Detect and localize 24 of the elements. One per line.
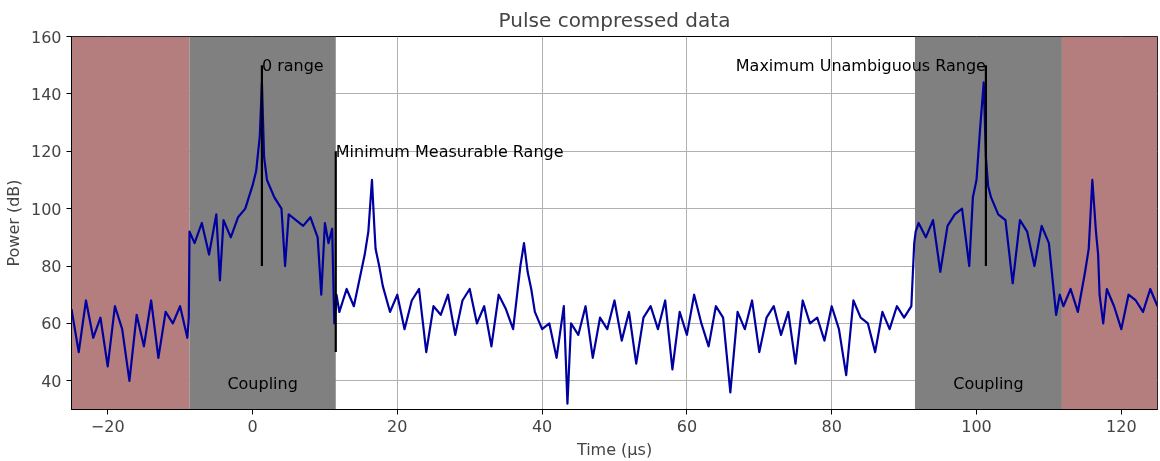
y-tick-label: 160 bbox=[30, 27, 62, 47]
line-series bbox=[71, 81, 1158, 405]
x-axis-title: Time (μs) bbox=[575, 439, 653, 459]
annotation: Maximum Unambiguous Range bbox=[735, 55, 986, 75]
x-tick-label: 60 bbox=[676, 416, 698, 436]
x-tick-label: −20 bbox=[90, 416, 125, 436]
x-tick-label: 0 bbox=[247, 416, 258, 436]
x-tick-label: 80 bbox=[821, 416, 842, 436]
chart-title: Pulse compressed data bbox=[498, 7, 731, 32]
y-tick-label: 140 bbox=[30, 84, 62, 104]
y-axis-title: Power (dB) bbox=[3, 179, 23, 267]
band-label: Coupling bbox=[227, 374, 298, 393]
band-label: Coupling bbox=[953, 374, 1024, 393]
x-tick-label: 20 bbox=[387, 416, 408, 436]
y-tick-label: 80 bbox=[41, 257, 62, 277]
y-tick-label: 60 bbox=[41, 314, 62, 334]
y-tick-label: 40 bbox=[41, 371, 62, 391]
x-tick-label: 120 bbox=[1106, 416, 1137, 436]
y-tick-label: 100 bbox=[30, 199, 62, 219]
annotation: 0 range bbox=[261, 55, 324, 75]
y-tick-label: 120 bbox=[30, 142, 62, 162]
x-tick-label: 40 bbox=[531, 416, 553, 436]
annotation: Minimum Measurable Range bbox=[335, 141, 564, 161]
x-tick-label: 100 bbox=[961, 416, 992, 436]
